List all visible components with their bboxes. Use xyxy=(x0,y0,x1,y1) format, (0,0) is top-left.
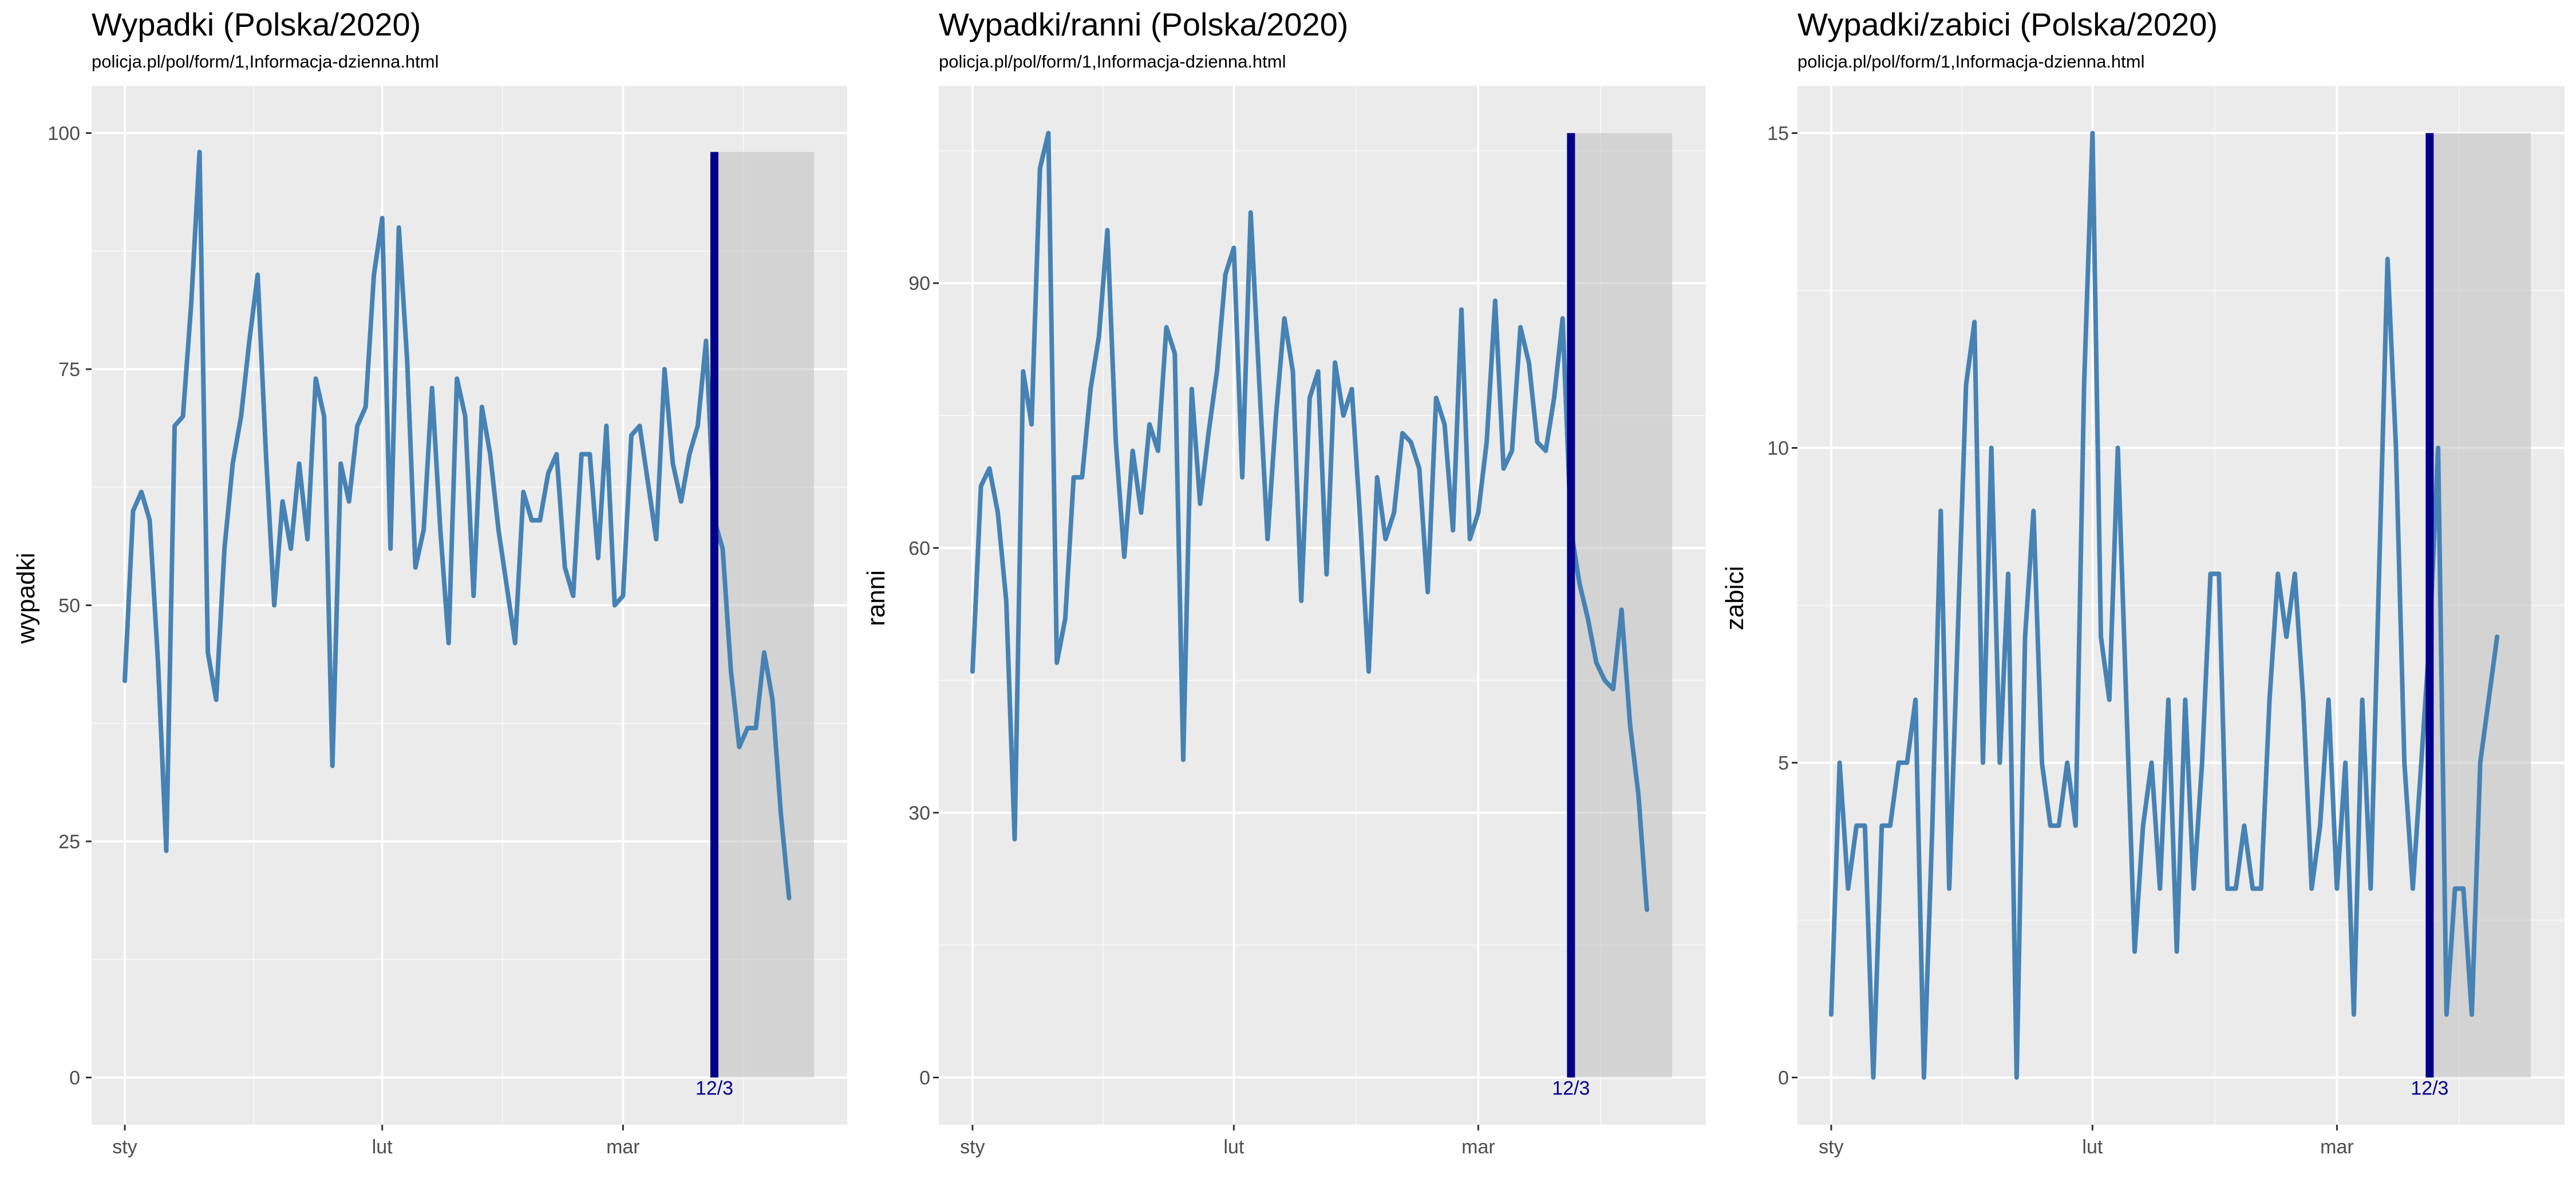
panel-killed: Wypadki/zabici (Polska/2020) policja.pl/… xyxy=(1721,6,2565,1158)
panel-injured: Wypadki/ranni (Polska/2020) policja.pl/p… xyxy=(862,6,1706,1158)
y-tick-label: 0 xyxy=(1778,1067,1789,1089)
x-tick-label: mar xyxy=(2320,1136,2354,1158)
panel-title: Wypadki/zabici (Polska/2020) xyxy=(1797,6,2218,42)
plot-area: 0 30 60 90 sty lut mar 12/3 xyxy=(908,86,1706,1158)
series-line xyxy=(1828,131,2500,1080)
y-axis-label: wypadki xyxy=(12,553,40,645)
x-tick-label: lut xyxy=(2082,1136,2103,1158)
y-axis-label: zabici xyxy=(1721,566,1749,631)
x-tick-label: mar xyxy=(1461,1136,1495,1158)
series-line xyxy=(123,149,792,900)
x-tick-label: sty xyxy=(112,1136,137,1158)
x-tick-label: sty xyxy=(960,1136,985,1158)
y-tick-label: 30 xyxy=(908,802,930,824)
y-tick-label: 90 xyxy=(908,273,930,295)
marker-label: 12/3 xyxy=(696,1078,733,1100)
panel-accidents: Wypadki (Polska/2020) policja.pl/pol/for… xyxy=(12,6,847,1158)
shaded-period xyxy=(714,152,814,1078)
y-axis-label: ranni xyxy=(862,570,890,626)
series-line xyxy=(970,131,1649,912)
y-tick-label: 0 xyxy=(919,1067,930,1089)
panel-subtitle: policja.pl/pol/form/1,Informacja-dzienna… xyxy=(1797,52,2145,72)
y-tick-label: 75 xyxy=(58,359,80,381)
y-tick-label: 10 xyxy=(1767,438,1789,460)
y-tick-label: 50 xyxy=(58,595,80,617)
y-tick-label: 100 xyxy=(48,123,80,145)
x-tick-label: lut xyxy=(372,1136,393,1158)
y-tick-label: 0 xyxy=(69,1067,80,1089)
plot-area: 0 5 10 15 sty lut mar 12/3 xyxy=(1767,86,2565,1158)
panel-title: Wypadki/ranni (Polska/2020) xyxy=(939,6,1348,42)
plot-area: 0 25 50 75 100 sty lut mar 12/3 xyxy=(48,86,847,1158)
panel-subtitle: policja.pl/pol/form/1,Informacja-dzienna… xyxy=(939,52,1286,72)
marker-label: 12/3 xyxy=(1552,1078,1590,1100)
y-tick-label: 60 xyxy=(908,537,930,559)
x-tick-label: sty xyxy=(1819,1136,1843,1158)
x-tick-label: lut xyxy=(1223,1136,1244,1158)
y-tick-label: 25 xyxy=(58,831,80,853)
y-tick-label: 5 xyxy=(1778,753,1789,774)
y-tick-label: 15 xyxy=(1767,123,1789,145)
panel-subtitle: policja.pl/pol/form/1,Informacja-dzienna… xyxy=(92,52,439,72)
x-tick-label: mar xyxy=(606,1136,640,1158)
marker-label: 12/3 xyxy=(2411,1078,2448,1100)
panel-title: Wypadki (Polska/2020) xyxy=(92,6,421,42)
shaded-period xyxy=(1571,133,1673,1078)
